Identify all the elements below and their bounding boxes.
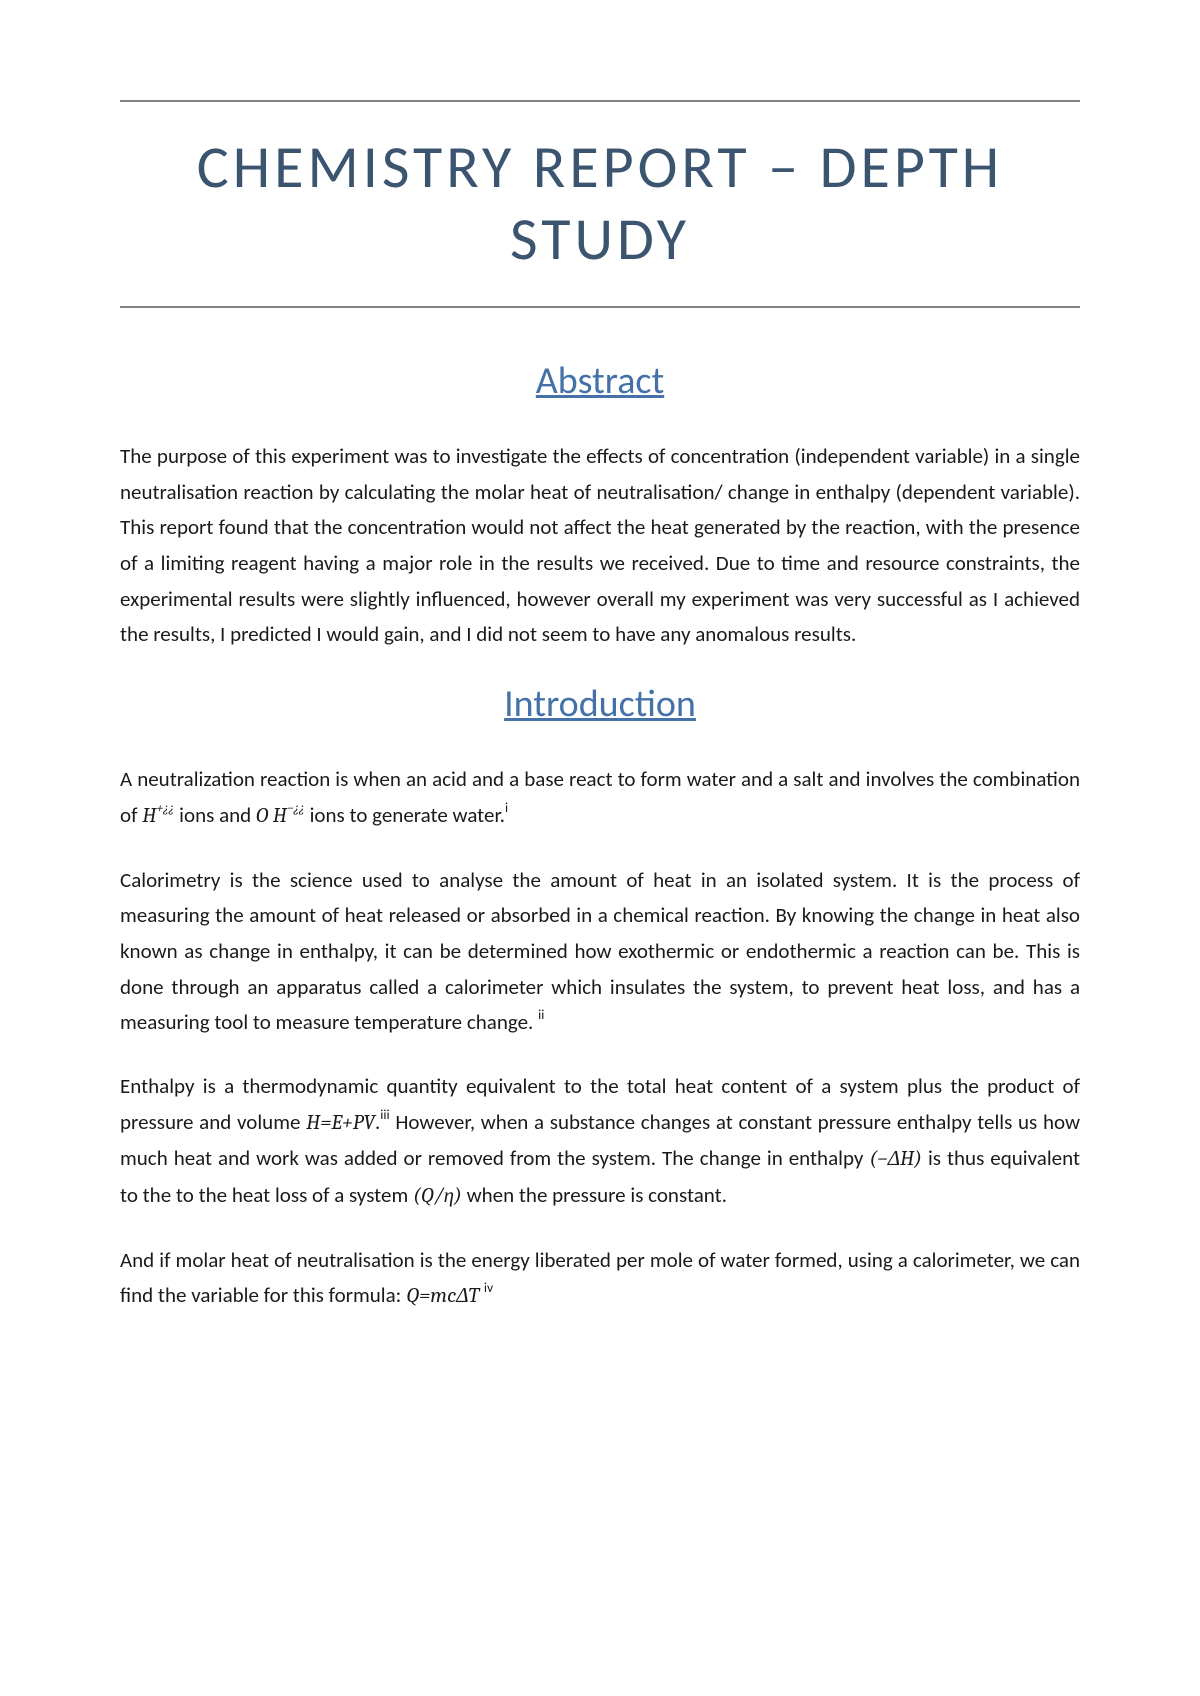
title-section: CHEMISTRY REPORT – DEPTH STUDY — [120, 100, 1080, 308]
abstract-paragraph: The purpose of this experiment was to in… — [120, 439, 1080, 653]
reference-mark: ii — [538, 1006, 544, 1023]
reference-mark: iii — [380, 1106, 389, 1123]
text-span: ions to generate water. — [305, 802, 505, 828]
math-expression: H — [142, 804, 156, 828]
superscript: +¿¿ — [156, 801, 174, 816]
main-title: CHEMISTRY REPORT – DEPTH STUDY — [120, 132, 1080, 276]
math-expression: Q=mcΔT — [406, 1284, 479, 1308]
intro-paragraph-2: Calorimetry is the science used to analy… — [120, 863, 1080, 1041]
reference-mark: i — [505, 799, 508, 816]
text-span: And if molar heat of neutralisation is t… — [120, 1247, 1080, 1309]
abstract-heading: Abstract — [120, 358, 1080, 404]
text-span: ions and — [174, 802, 256, 828]
introduction-heading: Introduction — [120, 681, 1080, 727]
math-expression: O H — [256, 804, 287, 828]
intro-paragraph-1: A neutralization reaction is when an aci… — [120, 762, 1080, 834]
superscript: −¿¿ — [287, 801, 305, 816]
text-span: when the pressure is constant. — [462, 1182, 727, 1208]
math-expression: (−ΔH) — [869, 1147, 922, 1171]
intro-paragraph-4: And if molar heat of neutralisation is t… — [120, 1243, 1080, 1315]
math-expression: H=E+PV — [306, 1111, 375, 1135]
reference-mark: iv — [484, 1279, 493, 1296]
intro-paragraph-3: Enthalpy is a thermodynamic quantity equ… — [120, 1069, 1080, 1215]
math-expression: (Q/η) — [413, 1184, 462, 1208]
text-span: Calorimetry is the science used to analy… — [120, 867, 1080, 1036]
